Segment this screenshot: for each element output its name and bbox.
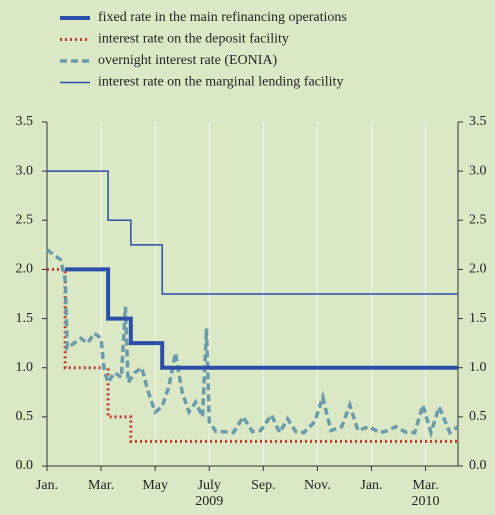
y-tick-label: 2.5 — [16, 213, 34, 228]
legend-label: overnight interest rate (EONIA) — [98, 53, 278, 68]
y-tick-label: 1.5 — [16, 311, 34, 326]
y2-tick-label: 2.0 — [469, 262, 487, 277]
x-tick-label: May — [142, 478, 168, 493]
y-tick-label: 2.0 — [16, 262, 34, 277]
y2-tick-label: 3.5 — [469, 114, 487, 129]
y2-tick-label: 1.0 — [469, 360, 487, 375]
y-tick-label: 3.0 — [16, 163, 34, 178]
x-year-label: 2010 — [412, 494, 440, 509]
y2-tick-label: 2.5 — [469, 213, 487, 228]
x-tick-label: Nov. — [304, 478, 331, 493]
series-line — [45, 248, 460, 439]
y2-tick-label: 0.5 — [469, 409, 487, 424]
y-tick-label: 3.5 — [16, 114, 34, 129]
y2-tick-label: 0.0 — [469, 458, 487, 473]
x-tick-label: Jan. — [36, 478, 58, 493]
x-tick-label: July — [198, 478, 221, 493]
x-tick-label: Mar. — [413, 478, 439, 493]
y-tick-label: 0.5 — [16, 409, 34, 424]
x-year-label: 2009 — [195, 494, 223, 509]
series-line — [65, 267, 458, 370]
y2-tick-label: 1.5 — [469, 311, 487, 326]
x-tick-label: Jan. — [360, 478, 382, 493]
legend-label: fixed rate in the main refinancing opera… — [98, 10, 347, 25]
legend-label: interest rate on the marginal lending fa… — [98, 75, 343, 90]
y2-tick-label: 3.0 — [469, 163, 487, 178]
legend-label: interest rate on the deposit facility — [98, 32, 289, 47]
x-tick-label: Mar. — [88, 478, 114, 493]
series-line — [47, 170, 458, 295]
y-tick-label: 1.0 — [16, 360, 34, 375]
series-line — [47, 267, 458, 443]
x-tick-label: Sep. — [251, 478, 276, 493]
y-tick-label: 0.0 — [16, 458, 34, 473]
